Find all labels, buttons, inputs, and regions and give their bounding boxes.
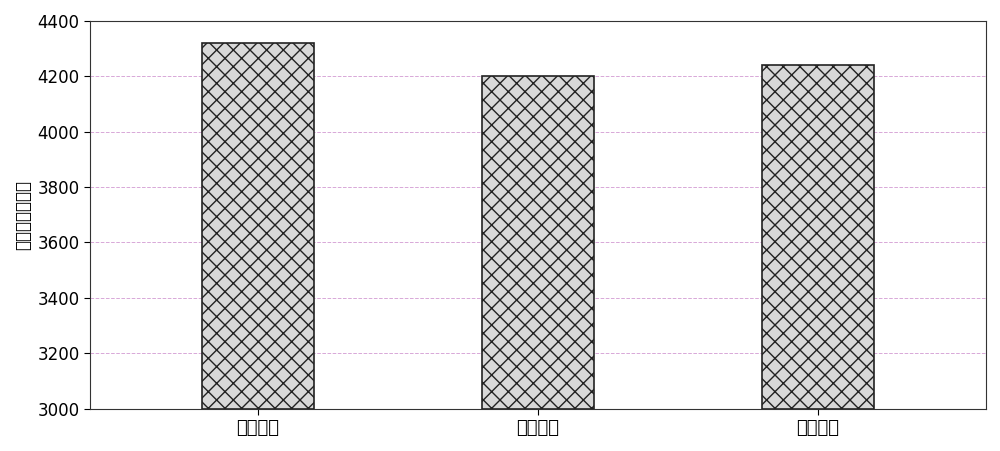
Bar (202, 43, 314, 409)
Y-axis label: 动稳定度（次）: 动稳定度（次） (14, 180, 32, 250)
Bar (482, 76, 594, 409)
Bar (762, 65, 874, 409)
